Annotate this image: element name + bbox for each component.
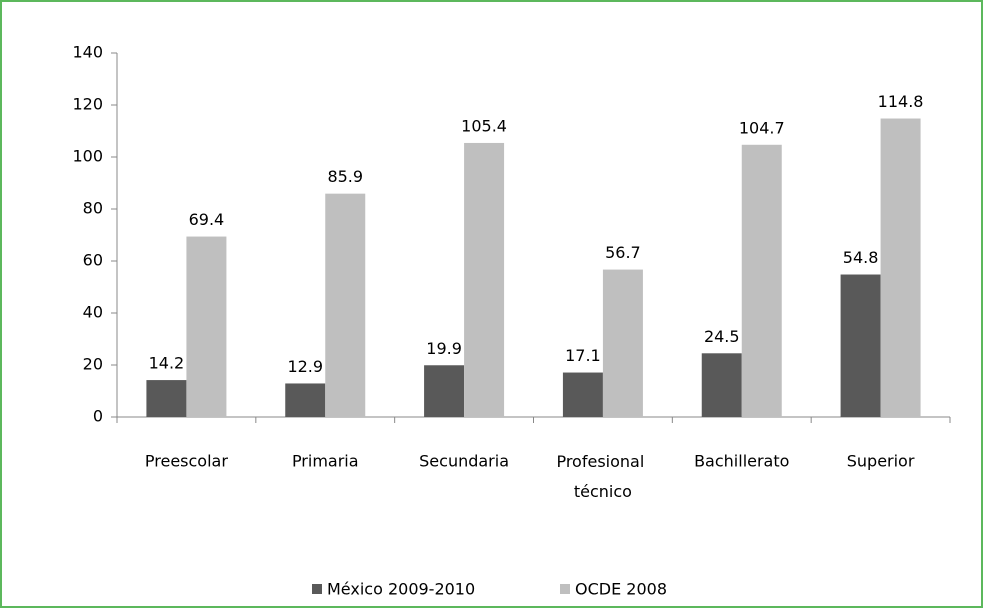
bar (701, 353, 742, 417)
bar (880, 118, 921, 418)
value-label: 17.1 (565, 346, 601, 365)
bar (186, 236, 227, 417)
y-tick-label: 80 (83, 199, 103, 218)
y-tick-label: 120 (72, 95, 103, 114)
x-tick-label: Profesional técnico (556, 452, 649, 501)
bar (741, 144, 782, 417)
value-label: 12.9 (287, 357, 323, 376)
y-tick-label: 100 (72, 147, 103, 166)
y-tick-label: 60 (83, 251, 103, 270)
x-tick-label: Primaria (292, 452, 359, 471)
y-tick-label: 40 (83, 303, 103, 322)
value-label: 56.7 (605, 243, 641, 262)
x-tick-label: Bachillerato (694, 452, 789, 471)
x-tick-label: Preescolar (145, 452, 228, 471)
y-tick-label: 140 (72, 43, 103, 62)
y-tick-label: 0 (93, 407, 103, 426)
value-label: 54.8 (843, 248, 879, 267)
bar (562, 372, 603, 417)
bar (424, 365, 465, 417)
value-label: 85.9 (327, 167, 363, 186)
value-label: 114.8 (878, 92, 924, 111)
value-label: 104.7 (739, 118, 785, 137)
bar (325, 193, 366, 417)
value-label: 19.9 (426, 339, 462, 358)
value-label: 14.2 (149, 354, 185, 373)
bar (146, 380, 187, 417)
bar (464, 142, 505, 417)
bar (602, 269, 643, 417)
legend-label: OCDE 2008 (575, 580, 667, 599)
x-tick-label: Superior (847, 452, 915, 471)
x-tick-label: Secundaria (419, 452, 509, 471)
y-tick-label: 20 (83, 355, 103, 374)
legend-swatch (312, 584, 322, 594)
value-label: 69.4 (189, 210, 225, 229)
legend-swatch (560, 584, 570, 594)
legend-label: México 2009-2010 (327, 580, 475, 599)
bar (840, 274, 881, 417)
value-label: 24.5 (704, 327, 740, 346)
bar (285, 383, 326, 417)
value-label: 105.4 (461, 116, 507, 135)
